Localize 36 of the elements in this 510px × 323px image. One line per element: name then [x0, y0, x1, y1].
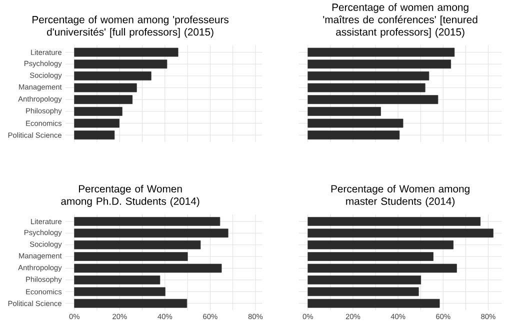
bar — [74, 228, 228, 238]
bar — [74, 298, 188, 308]
bar — [308, 83, 426, 92]
bar — [74, 94, 133, 104]
bar — [74, 264, 222, 273]
bar — [74, 287, 166, 296]
bar — [74, 252, 188, 261]
bar — [308, 228, 494, 238]
bar — [74, 118, 120, 128]
bar — [74, 71, 152, 80]
bar — [74, 275, 160, 284]
bar — [308, 264, 457, 273]
bar — [308, 287, 419, 296]
bar — [308, 106, 381, 116]
bar — [74, 216, 220, 226]
chart-title: Percentage of Women among master Students (2014) — [331, 184, 470, 207]
bar — [74, 130, 115, 140]
chart-title: Percentage of women among 'maîtres de conférences' [tenured assistant professors] (2015) — [323, 3, 478, 38]
bar — [308, 298, 440, 308]
bar — [308, 48, 455, 57]
bar — [308, 118, 404, 128]
bar — [308, 60, 452, 68]
chart-title: Percentage of women among 'professeurs d'universités' [full professors] (2015) — [32, 16, 229, 38]
bar — [308, 252, 434, 261]
bar — [74, 48, 178, 57]
bar — [74, 240, 201, 250]
bar — [74, 83, 137, 92]
bar — [308, 130, 400, 140]
bar — [74, 106, 122, 116]
chart-title: Percentage of Women among Ph.D. Students (2014) — [61, 184, 200, 207]
bar — [308, 71, 430, 80]
bar — [308, 240, 454, 250]
bar — [308, 275, 422, 284]
bar — [74, 60, 168, 68]
bar — [308, 216, 481, 226]
bar — [308, 94, 438, 104]
